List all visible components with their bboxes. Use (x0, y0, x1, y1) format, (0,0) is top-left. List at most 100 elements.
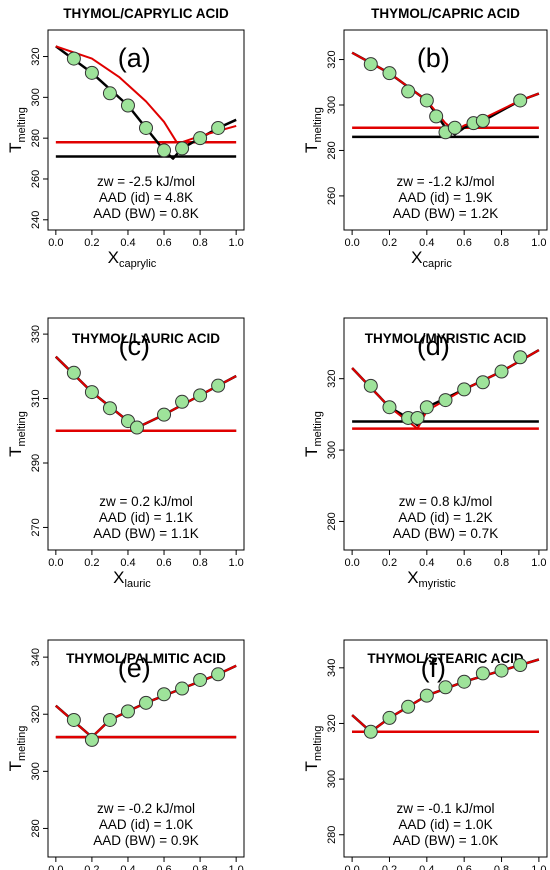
x-tick-label: 1.0 (229, 864, 244, 870)
annotation-line: AAD (id) = 1.0K (99, 817, 193, 832)
data-point (175, 141, 190, 156)
chart-panel-1: THYMOL/CAPRIC ACID 0.0 0.2 0.4 0.6 0.8 1.0 260 2… (302, 6, 548, 270)
data-point (211, 378, 226, 393)
data-point (66, 365, 81, 380)
y-axis-label: Tmelting (6, 411, 28, 457)
y-tick-label: 320 (326, 714, 338, 732)
data-point (475, 113, 490, 128)
x-tick-label: 1.0 (531, 237, 546, 249)
chart-panel-4: THYMOL/PALMITIC ACID 0.0 0.2 0.4 0.6 0.8 1.0 28… (6, 639, 245, 870)
y-axis-label: Tmelting (6, 726, 28, 772)
data-point (139, 695, 153, 710)
x-tick-label: 0.6 (156, 237, 171, 249)
annotation-line: AAD (BW) = 1.1K (93, 526, 198, 541)
liquidus-curve-black (351, 349, 540, 427)
x-tick-label: 0.4 (419, 557, 434, 569)
data-point (419, 400, 434, 415)
data-point (494, 364, 509, 379)
y-axis-label-sub: melting (16, 726, 28, 761)
data-point (419, 688, 434, 703)
x-tick-label: 0.2 (84, 557, 99, 569)
y-axis-label: Tmelting (302, 411, 324, 457)
x-tick-label: 0.8 (494, 864, 509, 870)
liquidus-curve-red (351, 349, 540, 430)
x-axis-label-main: X (113, 568, 124, 587)
data-point (382, 66, 397, 81)
data-point (513, 658, 528, 673)
x-tick-label: 1.0 (531, 557, 546, 569)
x-tick-label: 0.6 (457, 864, 472, 870)
data-point (102, 86, 117, 101)
y-axis-label-main: T (302, 447, 321, 457)
data-point (447, 120, 462, 135)
chart-panel-3: THYMOL/MYRISTIC ACID 0.0 0.2 0.4 0.6 0.8 1.0 28… (302, 317, 548, 590)
data-point (419, 93, 434, 108)
annotation-line: AAD (id) = 1.1K (99, 510, 193, 525)
x-tick-label: 0.2 (84, 237, 99, 249)
data-point (211, 120, 226, 135)
chart-title: THYMOL/MYRISTIC ACID (365, 331, 527, 346)
data-point (363, 378, 378, 393)
y-tick-label: 280 (326, 141, 338, 159)
y-tick-label: 340 (30, 648, 42, 666)
data-point (513, 350, 528, 365)
chart-title: THYMOL/PALMITIC ACID (66, 651, 226, 666)
annotation-line: AAD (id) = 1.0K (398, 817, 492, 832)
chart-panel-2: THYMOL/LAURIC ACID 0.0 0.2 0.4 0.6 0.8 1.0 270 2… (6, 317, 245, 590)
annotation-line: zw = 0.8 kJ/mol (399, 494, 492, 509)
y-tick-label: 270 (30, 518, 42, 536)
y-axis-label-main: T (6, 447, 25, 457)
data-point (66, 712, 81, 727)
x-tick-label: 0.4 (419, 237, 434, 249)
panel-label: (f) (421, 653, 446, 683)
y-axis-label-sub: melting (16, 411, 28, 446)
plot-frame (47, 639, 245, 858)
x-axis-label: Xlauric (113, 568, 151, 590)
y-tick-label: 280 (30, 819, 42, 837)
data-point (102, 401, 117, 416)
annotation-line: AAD (BW) = 1.2K (393, 206, 498, 221)
x-tick-label: 0.8 (192, 864, 207, 870)
x-tick-label: 1.0 (229, 237, 244, 249)
y-tick-label: 280 (30, 129, 42, 147)
y-axis-label: Tmelting (302, 107, 324, 153)
y-axis-label: Tmelting (302, 726, 324, 772)
y-tick-label: 300 (326, 96, 338, 114)
y-axis-label-sub: melting (312, 107, 324, 142)
x-tick-label: 0.4 (120, 237, 135, 249)
x-axis-label-main: X (411, 248, 422, 267)
plot-frame (343, 639, 548, 858)
liquidus-curve-black (54, 355, 237, 429)
x-tick-label: 0.2 (382, 864, 397, 870)
data-point (410, 410, 425, 425)
y-tick-label: 320 (30, 47, 42, 65)
y-axis-label-main: T (302, 143, 321, 153)
data-point (84, 65, 99, 80)
chart-title: THYMOL/STEARIC ACID (367, 651, 523, 666)
data-point (175, 681, 190, 696)
y-tick-label: 320 (326, 50, 338, 68)
x-tick-label: 0.6 (156, 864, 171, 870)
y-tick-label: 300 (30, 762, 42, 780)
plot-frame (343, 29, 548, 231)
data-point (193, 672, 208, 687)
data-point (193, 388, 208, 403)
y-axis-label-main: T (6, 761, 25, 771)
annotation-line: zw = -2.5 kJ/mol (97, 174, 195, 189)
chart-title: THYMOL/LAURIC ACID (72, 331, 220, 346)
data-point (475, 375, 490, 390)
chart-title: THYMOL/CAPRIC ACID (371, 6, 520, 21)
panel-label: (c) (118, 331, 149, 361)
data-point (120, 98, 135, 113)
data-point (84, 732, 99, 747)
data-point (363, 724, 378, 739)
y-axis-label-sub: melting (312, 411, 324, 446)
panel-label: (e) (118, 653, 151, 683)
x-tick-label: 0.8 (494, 557, 509, 569)
data-point (363, 57, 378, 72)
x-axis-label-main: X (407, 568, 418, 587)
data-point (401, 699, 416, 714)
x-tick-label: 1.0 (531, 864, 546, 870)
data-point (457, 674, 472, 689)
plot-frame (47, 29, 245, 231)
